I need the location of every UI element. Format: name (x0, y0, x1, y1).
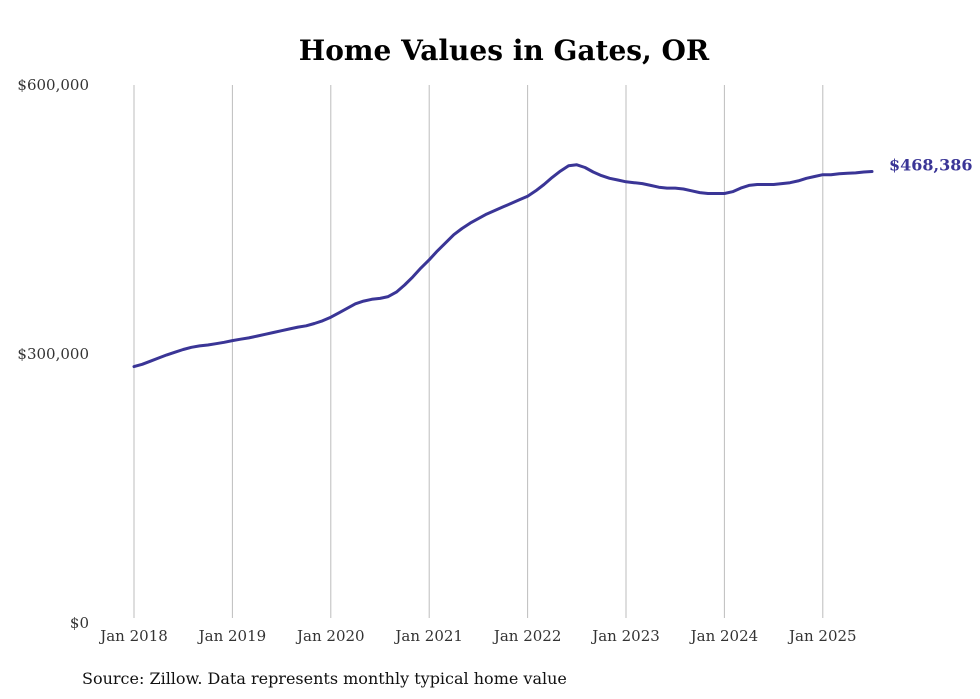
y-tick-label: $0 (70, 614, 89, 632)
y-tick-label: $300,000 (17, 345, 89, 363)
source-note: Source: Zillow. Data represents monthly … (82, 669, 567, 688)
x-tick-label: Jan 2021 (393, 627, 463, 645)
x-tick-label: Jan 2020 (295, 627, 365, 645)
y-tick-label: $600,000 (17, 76, 89, 94)
x-axis-ticks: Jan 2018 Jan 2019 Jan 2020 Jan 2021 Jan 2022… (98, 627, 856, 645)
x-tick-label: Jan 2024 (689, 627, 759, 645)
home-value-line (132, 163, 874, 369)
x-tick-label: Jan 2019 (197, 627, 267, 645)
vertical-gridlines (133, 85, 824, 618)
chart-title: Home Values in Gates, OR (299, 34, 710, 67)
y-axis-ticks: $0 $300,000 $600,000 (17, 76, 89, 632)
latest-value-label: $468,386 (889, 156, 973, 175)
x-tick-label: Jan 2018 (98, 627, 168, 645)
x-tick-label: Jan 2025 (787, 627, 857, 645)
x-tick-label: Jan 2023 (590, 627, 660, 645)
x-tick-label: Jan 2022 (492, 627, 562, 645)
